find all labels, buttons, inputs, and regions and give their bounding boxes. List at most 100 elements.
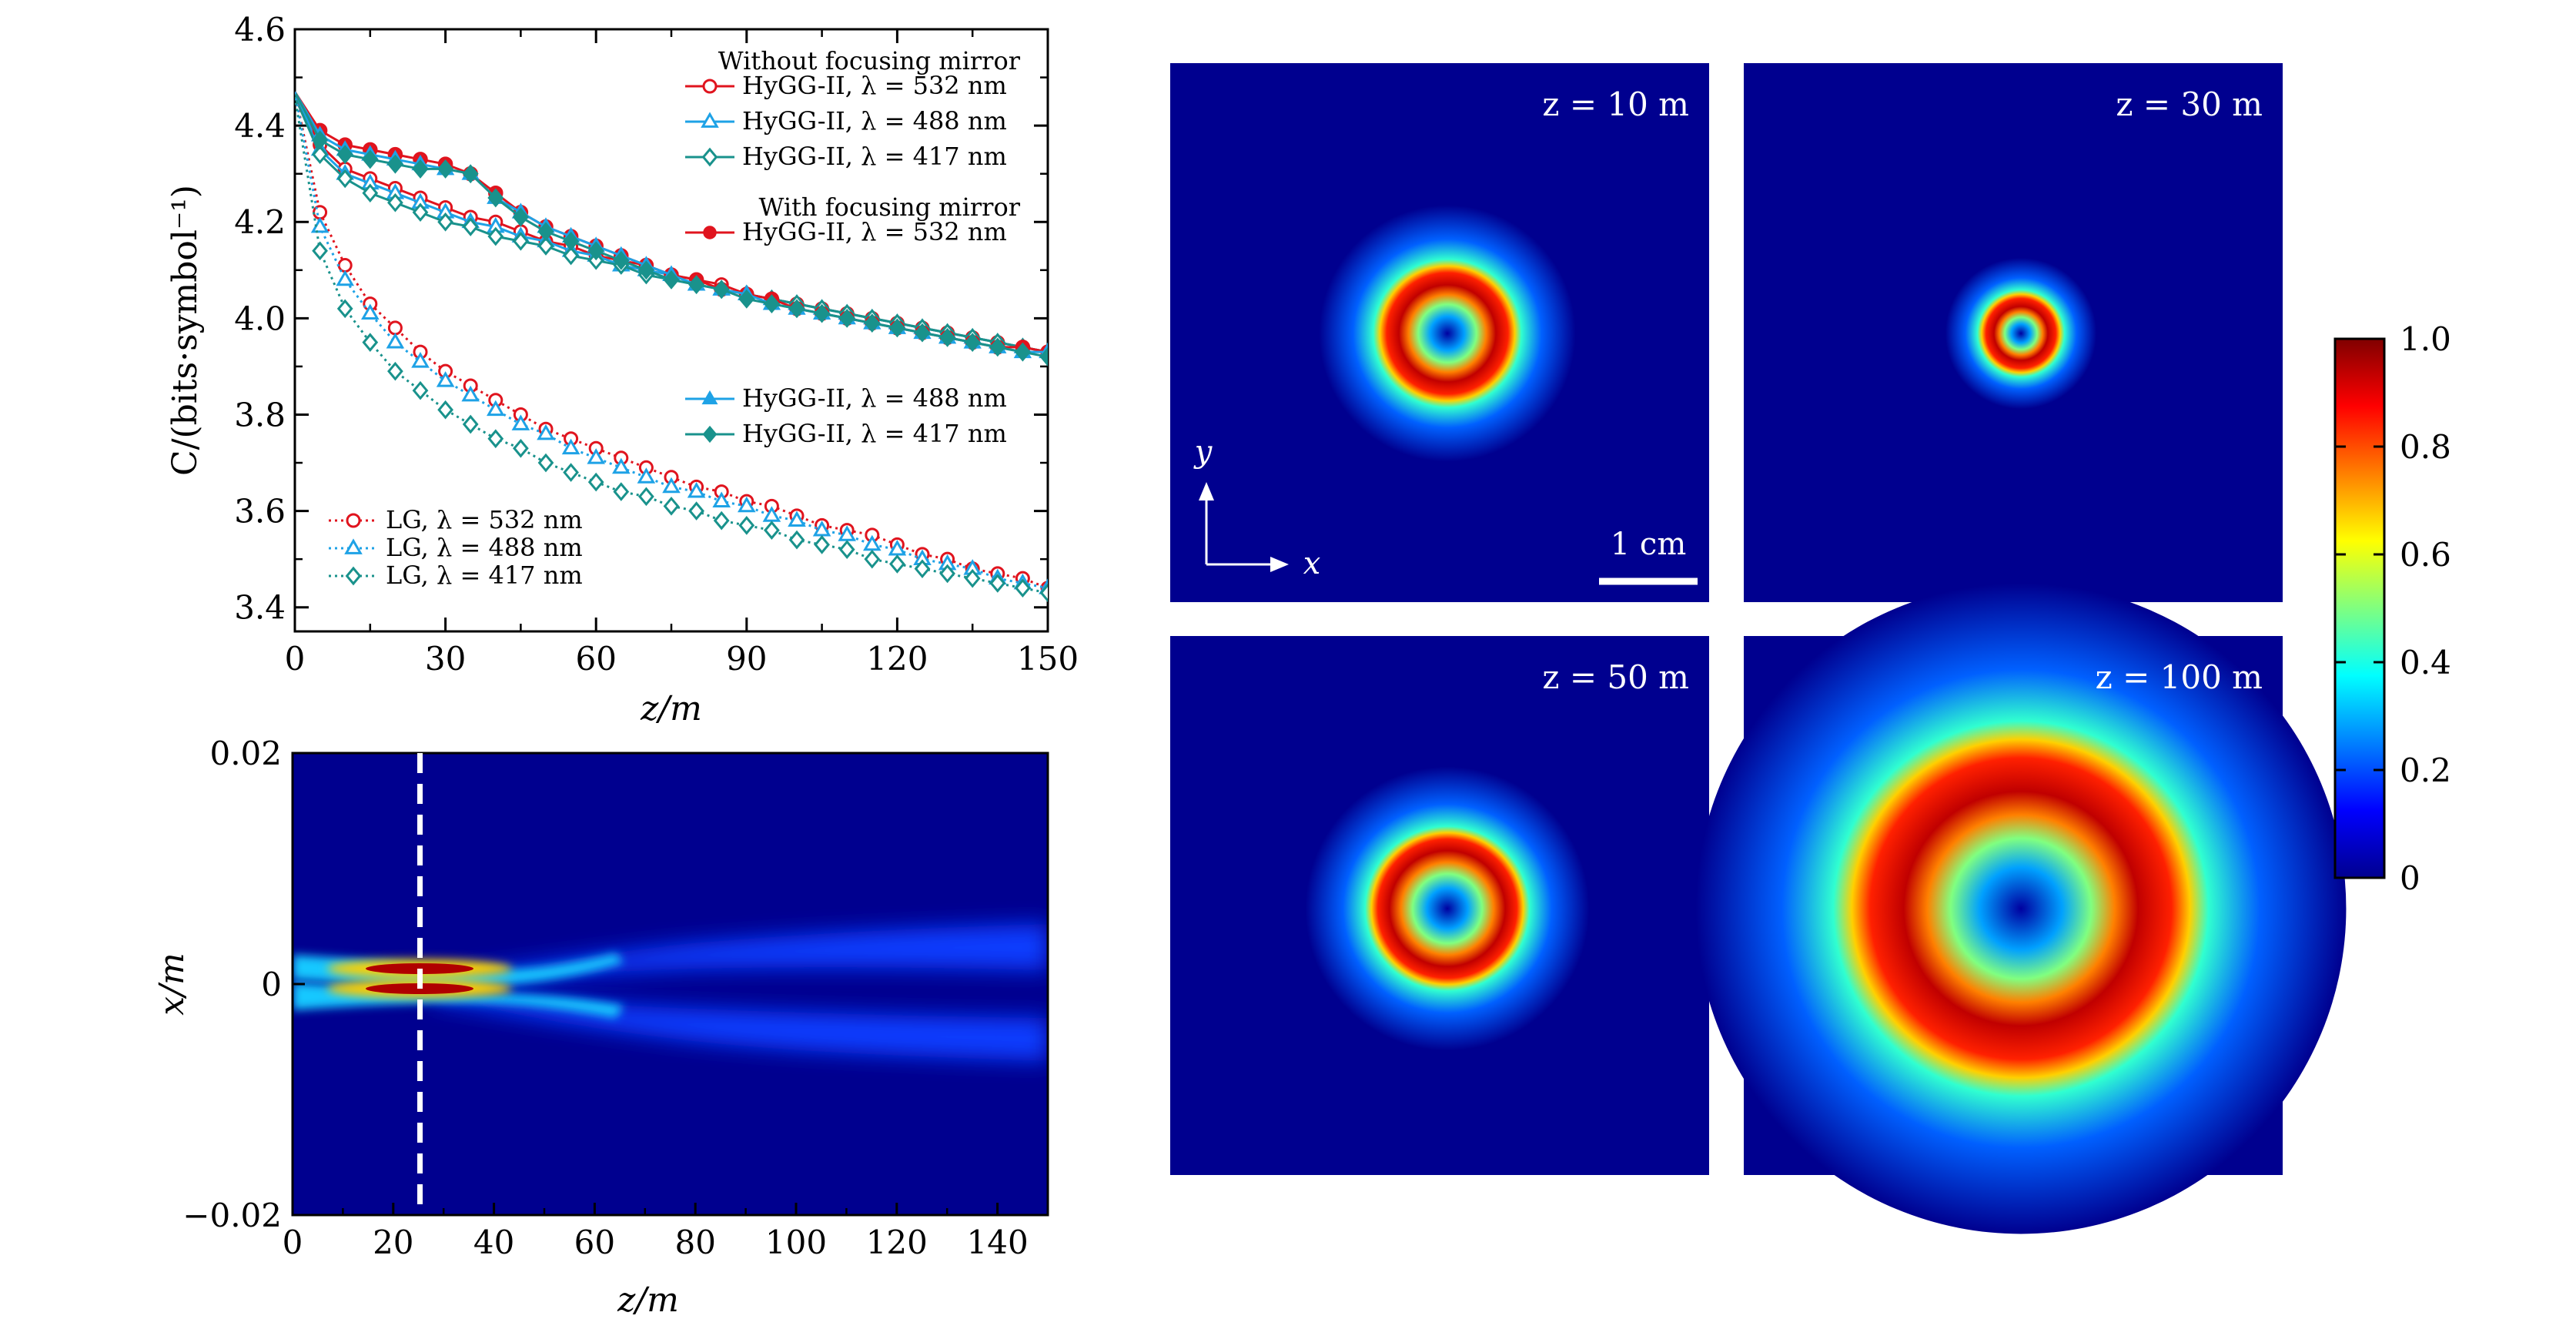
- data-point: [939, 564, 955, 584]
- data-point: [863, 534, 882, 551]
- data-point: [462, 217, 479, 236]
- data-point: [989, 337, 1006, 357]
- beam-cross-sections: z = 10 m z = 30 m z = 50 m z = 100 m: [1170, 63, 2347, 1234]
- data-point: [487, 429, 504, 449]
- colorbar-tick-label: 0.4: [2400, 644, 2451, 681]
- data-point: [362, 183, 379, 203]
- data-point: [312, 241, 328, 261]
- x-tick-label: 90: [726, 640, 767, 678]
- data-point: [513, 231, 529, 251]
- legend-marker: [702, 425, 718, 444]
- data-point: [712, 491, 731, 507]
- data-point: [1014, 342, 1031, 362]
- data-point: [412, 380, 429, 400]
- legend-marker: [701, 147, 718, 167]
- beam-panel-0: z = 10 m: [1170, 63, 1709, 602]
- legend-label: LG, λ = 488 nm: [386, 533, 583, 562]
- legend-label: LG, λ = 532 nm: [386, 505, 583, 534]
- heatmap-x-tick-label: 0: [283, 1224, 303, 1261]
- data-point: [838, 525, 856, 541]
- beam-panel-2: z = 50 m: [1170, 636, 1709, 1175]
- colorbar-tick-label: 0.6: [2400, 536, 2451, 574]
- data-point: [812, 521, 831, 537]
- data-point: [1039, 583, 1048, 603]
- panel-title: z = 30 m: [2116, 85, 2263, 123]
- data-point: [487, 226, 504, 246]
- x-tick-label: 60: [575, 640, 616, 678]
- data-point: [437, 212, 453, 232]
- data-point: [587, 448, 605, 464]
- data-point: [788, 299, 805, 319]
- data-point: [537, 453, 554, 473]
- data-point: [688, 275, 705, 294]
- data-point: [387, 320, 403, 336]
- panel-title: z = 100 m: [2096, 658, 2263, 696]
- data-point: [386, 333, 405, 349]
- data-point: [386, 154, 403, 174]
- legend-marker: [701, 112, 719, 128]
- data-point: [336, 299, 353, 319]
- legend-marker: [703, 226, 717, 239]
- y-tick-label: 3.4: [234, 589, 286, 627]
- legend-label: HyGG-II, λ = 417 nm: [742, 419, 1007, 448]
- data-point: [587, 472, 604, 492]
- tick-labels: 0 30 60 90 120 150 3.4 3.6 3.8 4.0 4.2 4.4 4.6: [234, 11, 1079, 678]
- data-point: [663, 269, 680, 290]
- heatmap-x-tick-label: 80: [674, 1224, 715, 1261]
- data-point: [738, 289, 755, 309]
- data-point: [462, 164, 479, 184]
- legend-entry: LG, λ = 532 nm: [329, 505, 583, 534]
- data-point: [1015, 578, 1031, 598]
- data-point: [362, 149, 379, 169]
- legend-label: LG, λ = 417 nm: [386, 561, 583, 590]
- beam-intensity-ring: [1695, 583, 2347, 1234]
- colorbar-ticks: 0 0.2 0.4 0.6 0.8 1.0: [2335, 320, 2451, 897]
- data-point: [713, 511, 730, 531]
- capacity-line-chart: 0 30 60 90 120 150 3.4 3.6 3.8 4.0 4.2 4.4 4.6 z/m C…: [166, 11, 1079, 728]
- heatmap-y-tick-label: 0.02: [209, 735, 282, 772]
- colorbar: 0 0.2 0.4 0.6 0.8 1.0: [2333, 320, 2451, 897]
- heatmap-x-tick-label: 20: [373, 1224, 413, 1261]
- data-point: [864, 313, 881, 333]
- heatmap-y-tick-label: −0.02: [182, 1197, 282, 1234]
- data-point: [612, 457, 631, 474]
- axis-ticks: [293, 28, 1049, 631]
- data-point: [613, 250, 630, 270]
- legend-marker: [702, 79, 718, 94]
- data-point: [563, 231, 580, 251]
- heatmap-y-tick-label: 0: [261, 966, 282, 1003]
- data-point: [764, 521, 780, 540]
- data-point: [537, 222, 554, 242]
- data-point: [312, 145, 328, 164]
- heatmap-x-axis-label: z/m: [617, 1281, 679, 1319]
- legend-entry: HyGG-II, λ = 532 nm: [685, 217, 1007, 246]
- data-point: [362, 333, 379, 352]
- data-point: [587, 241, 604, 261]
- heatmap-x-tick-label: 120: [866, 1224, 928, 1261]
- data-point: [512, 207, 529, 227]
- beam-intensity-ring: [1319, 205, 1576, 462]
- data-point: [814, 303, 831, 323]
- data-point: [437, 400, 453, 420]
- data-point: [587, 250, 604, 270]
- panel-title: z = 50 m: [1542, 658, 1689, 696]
- y-arrow-head: [1199, 482, 1214, 500]
- y-tick-label: 4.4: [234, 107, 286, 145]
- legend-label: HyGG-II, λ = 532 nm: [742, 217, 1007, 246]
- data-point: [888, 318, 905, 338]
- colorbar-tick-label: 1.0: [2400, 320, 2451, 358]
- beam-intensity-ring: [1305, 766, 1590, 1051]
- data-point: [814, 535, 830, 554]
- series-layer: [295, 91, 1048, 603]
- beam-profile: [293, 924, 1048, 1061]
- data-point: [889, 554, 905, 574]
- data-point: [312, 130, 329, 150]
- data-point: [563, 463, 579, 482]
- data-point: [914, 559, 931, 579]
- data-point: [888, 540, 907, 556]
- x-tick-label: 0: [285, 640, 306, 678]
- data-point: [838, 308, 855, 328]
- data-point: [411, 352, 430, 368]
- data-point: [864, 549, 881, 569]
- data-point: [412, 203, 429, 223]
